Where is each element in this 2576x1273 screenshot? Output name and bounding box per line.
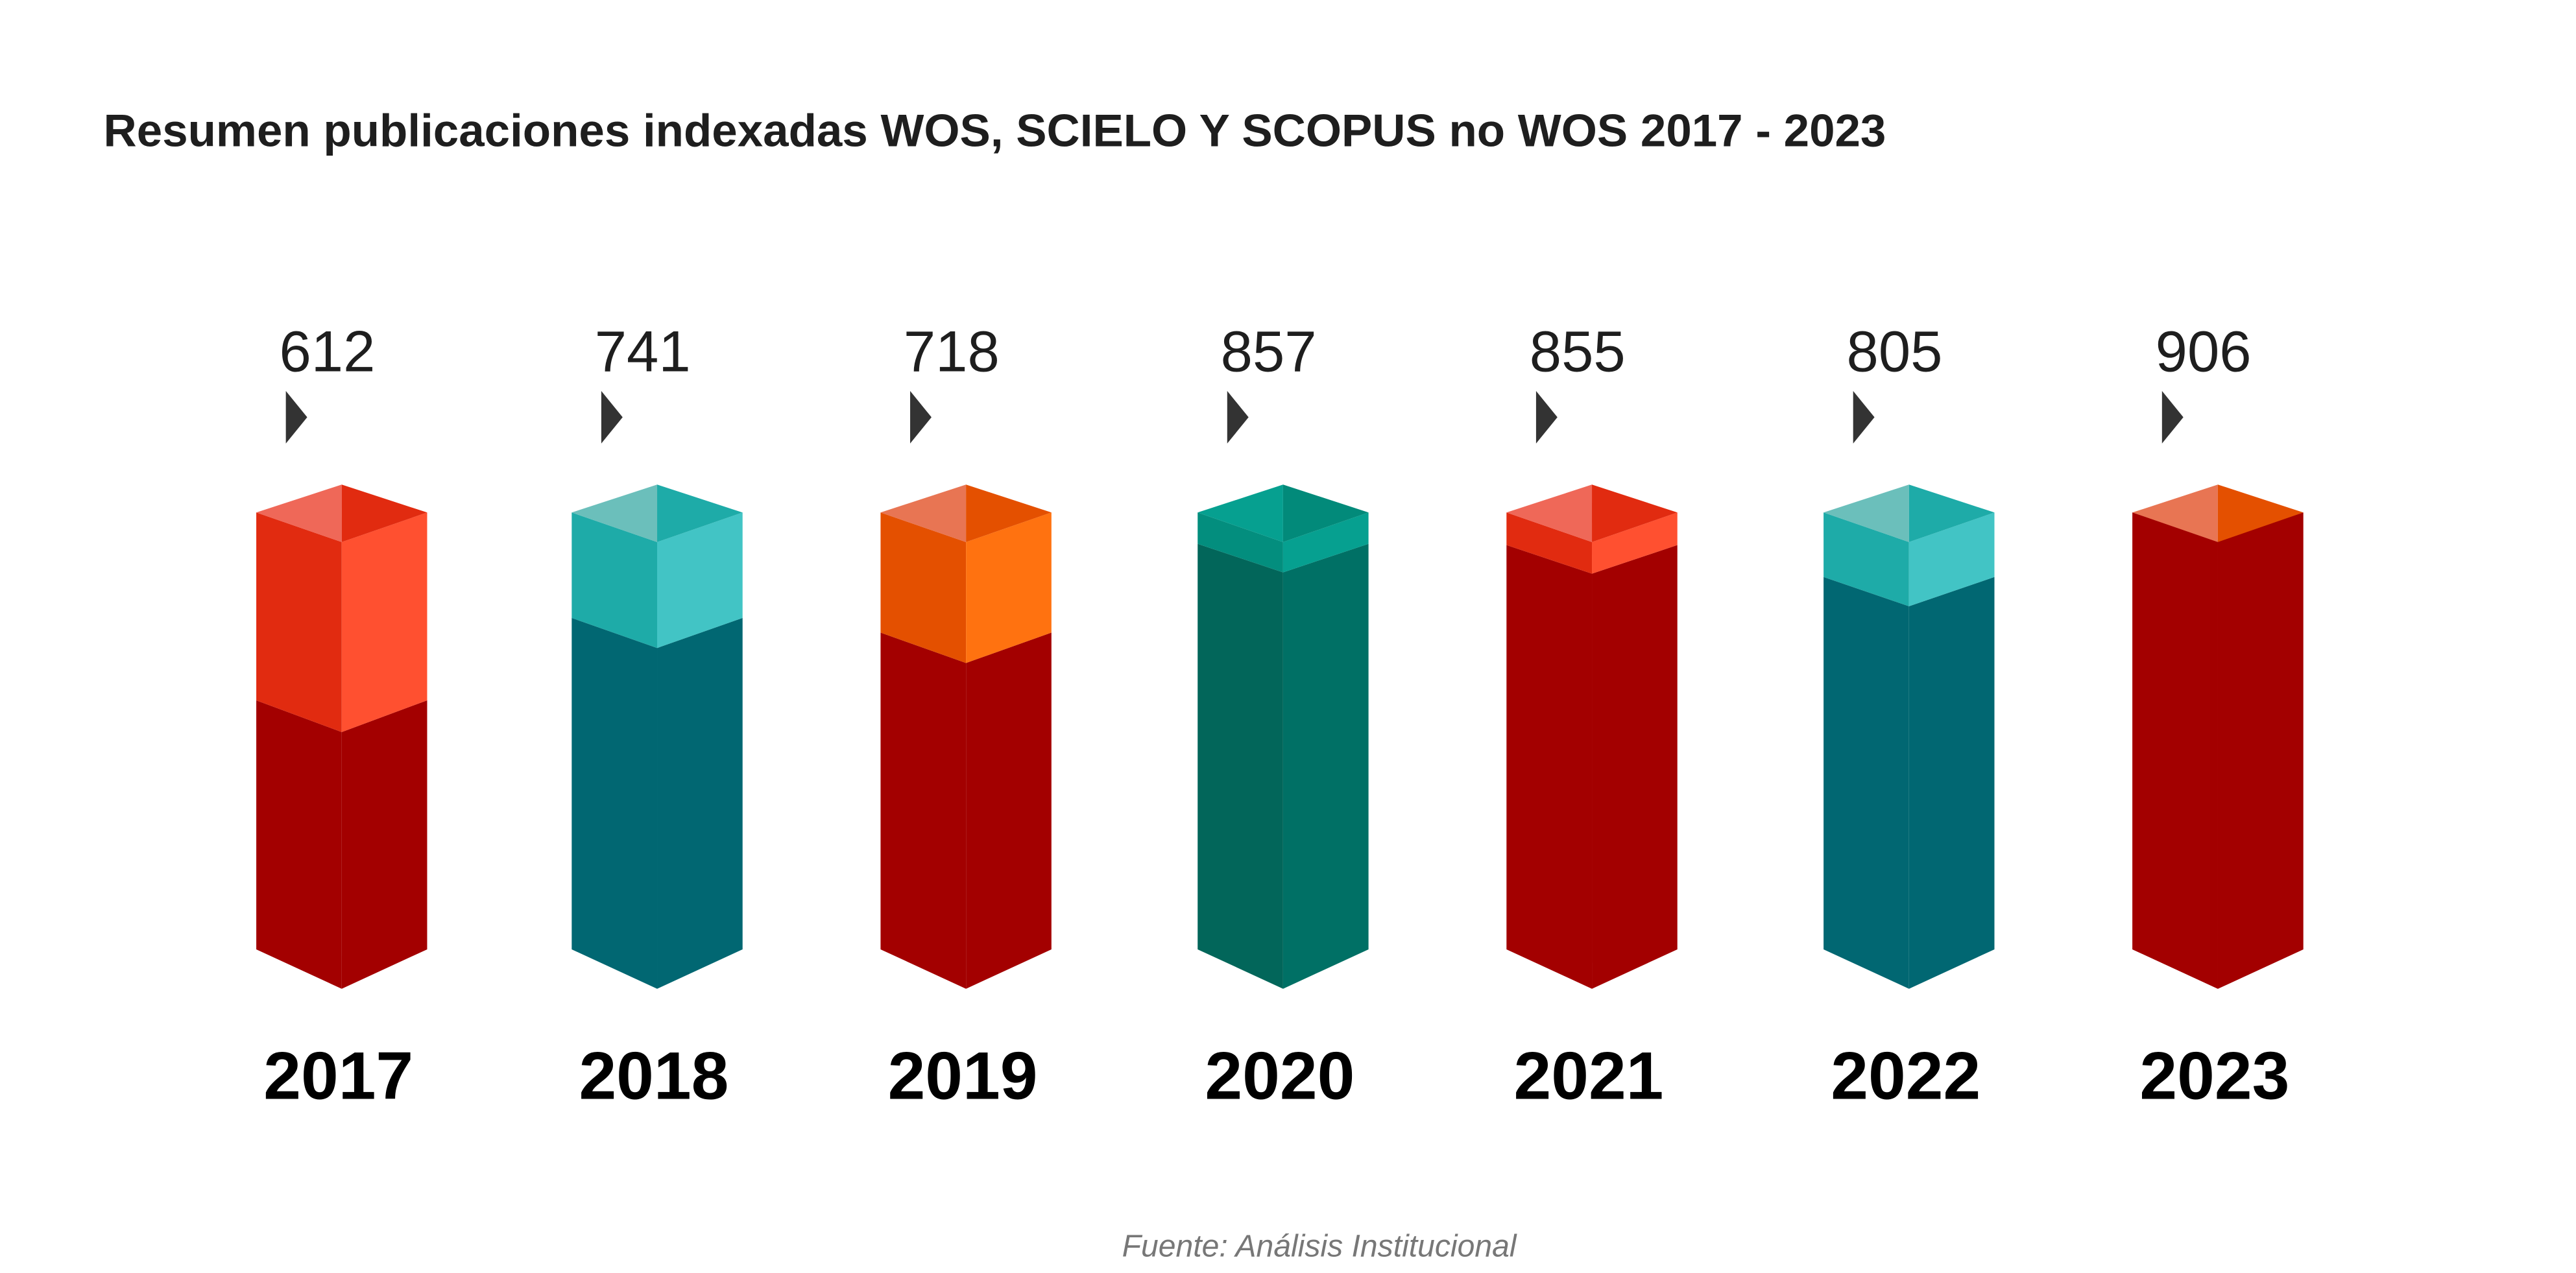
bar-top-right-face xyxy=(341,512,427,732)
bar-cap-right xyxy=(1592,484,1678,542)
year-label: 2019 xyxy=(888,1038,1038,1113)
bar-top-right-face xyxy=(657,512,743,648)
value-label: 805 xyxy=(1847,319,1943,383)
bar-bottom-right-face xyxy=(341,700,427,989)
bar-bottom-left-face xyxy=(880,632,967,989)
bar-top-right-face xyxy=(1282,512,1369,573)
source-note: Fuente: Análisis Institucional xyxy=(1122,1229,1517,1264)
bar-2017: 612 2017 xyxy=(256,319,427,1113)
bar-right-face xyxy=(2217,512,2304,989)
bar-cap-right xyxy=(1908,484,1995,542)
bar-cap-left xyxy=(256,484,342,542)
bar-top-left-face xyxy=(1506,512,1593,574)
year-label: 2022 xyxy=(1831,1038,1980,1113)
bar-top-left-face xyxy=(880,512,967,663)
bar-2018: 741 2018 xyxy=(572,319,743,1113)
value-label: 855 xyxy=(1530,319,1626,383)
bar-bottom-right-face xyxy=(966,632,1052,989)
bar-top-right-face xyxy=(1592,512,1678,574)
bar-cap-left xyxy=(1824,484,1909,542)
bar-cap-left xyxy=(572,484,658,542)
bar-bottom-left-face xyxy=(1506,545,1593,989)
bar-bottom-left-face xyxy=(1824,577,1909,989)
bar-bottom-left-face xyxy=(1198,543,1283,989)
year-label: 2021 xyxy=(1513,1038,1663,1113)
bar-bottom-left-face xyxy=(256,700,342,989)
bar-2019: 718 2019 xyxy=(880,319,1052,1113)
bars: 612 2017 741 2018 718 2019 857 2020 855 2021 805 20… xyxy=(256,319,2304,1113)
year-label: 2023 xyxy=(2139,1038,2289,1113)
year-label: 2018 xyxy=(579,1038,728,1113)
bar-cap-left xyxy=(880,484,967,542)
value-label: 857 xyxy=(1221,319,1317,383)
bar-bottom-left-face xyxy=(572,617,658,989)
bar-left-face xyxy=(2132,512,2218,989)
pointer-arrow-icon xyxy=(1535,390,1558,444)
year-label: 2017 xyxy=(263,1038,413,1113)
bar-cap-right xyxy=(1282,484,1369,542)
bar-cap-right xyxy=(657,484,743,542)
bar-cap-left xyxy=(1506,484,1593,542)
bar-cap-right xyxy=(341,484,427,542)
bar-cap-left xyxy=(2132,484,2218,542)
year-label: 2020 xyxy=(1205,1038,1354,1113)
pointer-arrow-icon xyxy=(1853,390,1875,444)
bar-cap-right xyxy=(2217,484,2304,542)
value-label: 741 xyxy=(595,319,691,383)
value-label: 612 xyxy=(280,319,376,383)
bar-2023: 906 2023 xyxy=(2132,319,2304,1113)
pointer-arrow-icon xyxy=(910,390,932,444)
value-label: 906 xyxy=(2156,319,2252,383)
pointer-arrow-icon xyxy=(601,390,623,444)
bar-top-right-face xyxy=(966,512,1052,663)
bar-bottom-right-face xyxy=(1282,543,1369,989)
pointer-arrow-icon xyxy=(1227,390,1249,444)
bar-2020: 857 2020 xyxy=(1198,319,1369,1113)
bar-top-left-face xyxy=(256,512,342,732)
chart-title: Resumen publicaciones indexadas WOS, SCI… xyxy=(104,106,1886,157)
value-label: 718 xyxy=(904,319,1000,383)
bar-top-right-face xyxy=(1908,512,1995,606)
bar-top-left-face xyxy=(572,512,658,648)
bar-bottom-right-face xyxy=(1592,545,1678,989)
pointer-arrow-icon xyxy=(2161,390,2184,444)
bar-2021: 855 2021 xyxy=(1506,319,1678,1113)
bar-cap-left xyxy=(1198,484,1283,542)
bar-top-left-face xyxy=(1198,512,1283,573)
pointer-arrow-icon xyxy=(285,390,307,444)
bar-bottom-right-face xyxy=(1908,577,1995,989)
bar-2022: 805 2022 xyxy=(1824,319,1995,1113)
bar-top-left-face xyxy=(1824,512,1909,606)
bar-cap-right xyxy=(966,484,1052,542)
bar-bottom-right-face xyxy=(657,617,743,989)
